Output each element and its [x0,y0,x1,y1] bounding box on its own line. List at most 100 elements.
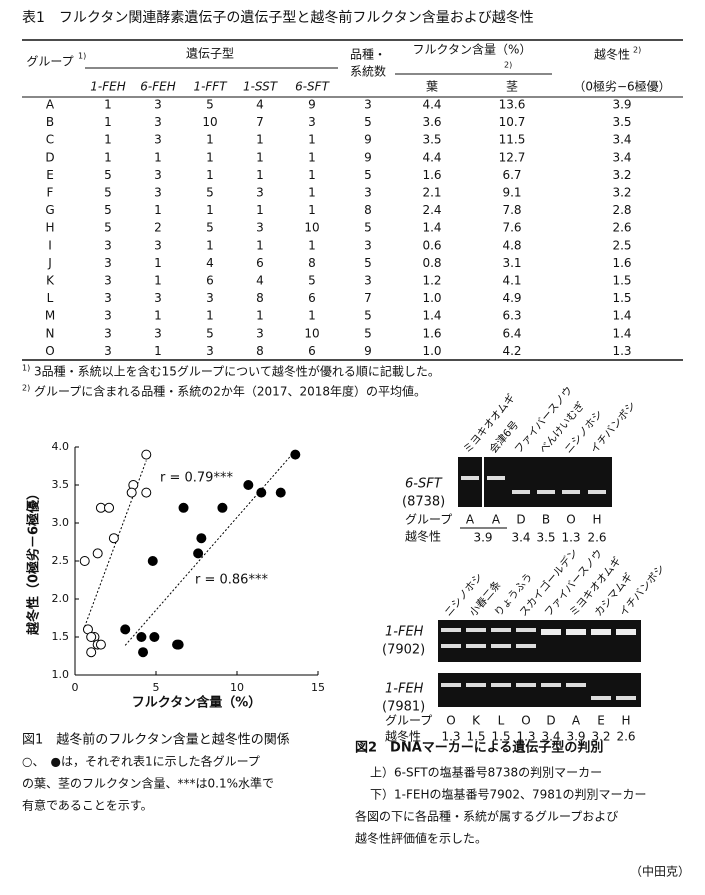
band [461,476,479,480]
cell: 2.5 [612,238,631,252]
cell: 3.5 [612,115,631,129]
cell: 8 [308,256,316,270]
cell: 1.6 [422,168,441,182]
group: D [546,714,555,728]
hardiness: 1.3 [516,730,535,744]
cell: 3.6 [422,115,441,129]
cell: 1 [308,238,316,252]
hardiness: 2.6 [587,531,606,545]
hardiness: 2.6 [616,730,635,744]
header: グループ [26,55,73,69]
band [491,628,511,632]
band [537,490,555,494]
x-tick-label: 0 [72,681,79,694]
x-tick-label: 10 [230,681,244,694]
trend-line [84,460,147,627]
gene-header: 1-FFT [193,80,228,94]
y-tick-label: 1.5 [52,630,70,643]
point [126,487,137,498]
band [541,629,561,635]
footnote-mark: 2) [22,384,30,393]
marker-label: (7981) [382,700,425,715]
marker-label: (7902) [382,643,425,658]
group: A [492,513,501,527]
cell: 2 [154,221,162,235]
cell: 2.6 [612,221,631,235]
x-tick-label: 15 [311,681,325,694]
band [591,629,611,635]
cell: 5 [364,115,372,129]
cell: 1.3 [612,344,631,358]
cell: K [46,274,55,288]
cell: 4.2 [502,344,521,358]
cell: 3 [154,186,162,200]
cell: 4 [206,256,214,270]
cell: 3 [364,186,372,200]
point [79,556,90,566]
cell: 6.7 [502,168,521,182]
cell: 3.5 [422,133,441,147]
y-tick-label: 2.5 [52,554,70,567]
cell: 6 [308,344,316,358]
cell: N [46,326,55,340]
caption-note: 有意であることを示す。 [22,798,153,813]
cell: 3 [154,238,162,252]
row-label: 越冬性 [405,529,441,544]
cell: 1 [256,150,264,164]
cell: F [47,186,54,200]
cell: 10 [304,221,319,235]
cell: 1 [308,186,316,200]
cell: 6 [256,256,264,270]
band [591,696,611,700]
cell: 3.2 [612,186,631,200]
group: A [466,513,475,527]
cell: 2.8 [612,203,631,217]
cell: 5 [364,221,372,235]
cell: 1 [308,309,316,323]
cell: 3 [364,238,372,252]
point [178,502,189,513]
band [441,628,461,632]
cell: 1 [308,168,316,182]
cell: 9.1 [502,186,521,200]
cell: 1 [308,150,316,164]
caption-note: 越冬性評価値を示した。 [355,831,487,846]
cell: 5 [104,221,112,235]
row-label: グループ [405,513,452,527]
cell: G [45,203,54,217]
group: K [472,714,481,728]
cell: 5 [308,274,316,288]
x-axis-label: フルクタン含量（%） [132,695,262,711]
point [275,487,286,498]
y-axis-label: 越冬性（0極劣－6極優） [26,487,42,636]
cell: 3.1 [502,256,521,270]
cell: C [46,133,54,147]
cell: 3 [104,238,112,252]
cell: 3 [104,274,112,288]
group: H [592,513,601,527]
group: H [621,714,630,728]
cell: 5 [206,326,214,340]
band [491,683,511,687]
band [566,629,586,635]
cell: 1.6 [422,326,441,340]
gene-header: 1-FEH [90,80,125,94]
caption-note: 下）1-FEHの塩基番号7902、7981の判別マーカー [370,787,647,802]
header: 品種・ [350,48,386,62]
band [487,476,505,480]
group: B [542,513,550,527]
band [562,490,580,494]
group: O [521,714,530,728]
cell: 3 [104,309,112,323]
footnote-mark: 2) [633,46,641,55]
cell: 3 [104,326,112,340]
gene-header: 1-SST [243,80,279,94]
cell: 3 [364,98,372,112]
band [441,644,461,648]
cell: 5 [206,186,214,200]
caption-note: の葉、茎のフルクタン含量、***は0.1%水準で [22,776,274,791]
cell: 1 [256,133,264,147]
band [541,683,561,687]
marker-label: 1-FEH [385,625,424,640]
cell: B [46,115,54,129]
